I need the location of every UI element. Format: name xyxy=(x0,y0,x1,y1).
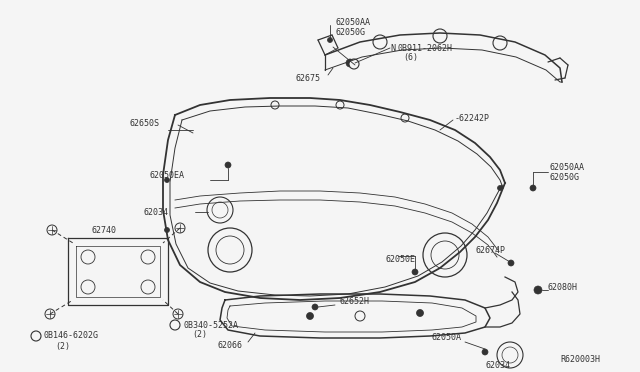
Text: 62050EA: 62050EA xyxy=(150,170,185,180)
Circle shape xyxy=(482,349,488,355)
Circle shape xyxy=(141,280,155,294)
Text: (2): (2) xyxy=(192,330,207,340)
Circle shape xyxy=(47,225,57,235)
Circle shape xyxy=(349,59,359,69)
Circle shape xyxy=(493,36,507,50)
Circle shape xyxy=(225,162,231,168)
Circle shape xyxy=(336,101,344,109)
Circle shape xyxy=(433,29,447,43)
Text: 0B146-6202G: 0B146-6202G xyxy=(44,331,99,340)
Circle shape xyxy=(173,309,183,319)
Text: 62050G: 62050G xyxy=(335,28,365,36)
Circle shape xyxy=(312,304,318,310)
Circle shape xyxy=(497,186,502,190)
Circle shape xyxy=(208,228,252,272)
Text: 62652H: 62652H xyxy=(340,298,370,307)
Circle shape xyxy=(207,197,233,223)
Text: 62034: 62034 xyxy=(485,360,510,369)
Circle shape xyxy=(346,59,354,67)
Circle shape xyxy=(373,35,387,49)
Text: 62650S: 62650S xyxy=(130,119,160,128)
Text: 62740: 62740 xyxy=(92,225,117,234)
Text: 62050A: 62050A xyxy=(432,334,462,343)
Circle shape xyxy=(431,241,459,269)
Circle shape xyxy=(81,250,95,264)
Circle shape xyxy=(328,38,333,42)
Circle shape xyxy=(355,311,365,321)
Circle shape xyxy=(81,280,95,294)
Text: R620003H: R620003H xyxy=(560,356,600,365)
Text: (6): (6) xyxy=(403,52,418,61)
Text: 62066: 62066 xyxy=(218,340,243,350)
Circle shape xyxy=(401,114,409,122)
Text: 62050E: 62050E xyxy=(385,256,415,264)
Circle shape xyxy=(417,310,424,317)
Text: 62674P: 62674P xyxy=(475,246,505,254)
Text: (2): (2) xyxy=(55,343,70,352)
Text: 0B340-5252A: 0B340-5252A xyxy=(183,321,238,330)
Circle shape xyxy=(502,347,518,363)
Text: N: N xyxy=(390,44,395,52)
Text: 62080H: 62080H xyxy=(548,283,578,292)
Text: 62675: 62675 xyxy=(295,74,320,83)
Text: 62050AA: 62050AA xyxy=(550,163,585,171)
Circle shape xyxy=(530,185,536,191)
Text: -62242P: -62242P xyxy=(455,113,490,122)
Circle shape xyxy=(212,202,228,218)
Circle shape xyxy=(170,320,180,330)
Text: 62034: 62034 xyxy=(143,208,168,217)
Circle shape xyxy=(216,236,244,264)
Circle shape xyxy=(31,331,41,341)
Text: 62050AA: 62050AA xyxy=(335,17,370,26)
Circle shape xyxy=(141,250,155,264)
Circle shape xyxy=(307,312,314,320)
Text: 0B911-2062H: 0B911-2062H xyxy=(398,44,453,52)
Circle shape xyxy=(175,223,185,233)
Circle shape xyxy=(45,309,55,319)
Circle shape xyxy=(497,342,523,368)
Circle shape xyxy=(534,286,542,294)
Circle shape xyxy=(423,233,467,277)
Circle shape xyxy=(271,101,279,109)
Circle shape xyxy=(164,228,170,232)
Circle shape xyxy=(164,177,170,183)
Circle shape xyxy=(508,260,514,266)
Circle shape xyxy=(412,269,418,275)
Text: 62050G: 62050G xyxy=(550,173,580,182)
